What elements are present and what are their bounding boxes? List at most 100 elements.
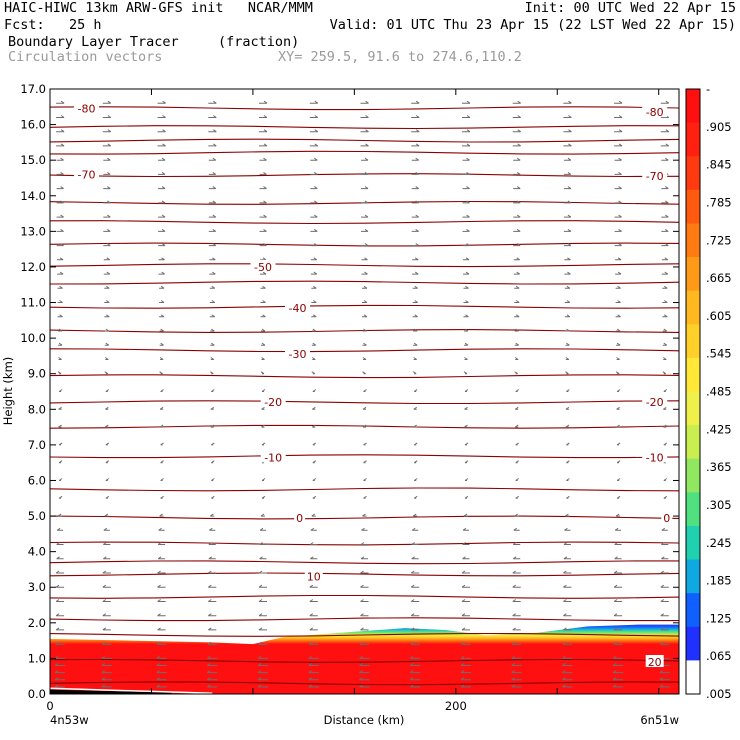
circulation-vector xyxy=(310,257,318,261)
y-tick-label: 9.0 xyxy=(28,367,46,381)
y-tick-label: 15.0 xyxy=(20,153,46,167)
y-axis-label: Height (km) xyxy=(1,357,15,426)
y-tick-label: 1.0 xyxy=(28,651,46,665)
circulation-vector xyxy=(158,257,165,261)
circulation-vector xyxy=(513,527,520,531)
circulation-vector xyxy=(361,171,369,175)
circulation-vector xyxy=(514,342,519,346)
circulation-vector xyxy=(514,424,519,428)
circulation-vector xyxy=(659,670,670,674)
circulation-vector xyxy=(613,570,623,574)
circulation-vector xyxy=(105,357,109,360)
circulation-vector xyxy=(105,478,110,481)
circulation-vector xyxy=(57,513,63,517)
circulation-vector xyxy=(513,186,521,190)
circulation-vector xyxy=(514,371,518,375)
circulation-vector xyxy=(562,655,573,659)
circulation-vector xyxy=(159,513,164,517)
circulation-vector xyxy=(208,186,217,190)
circulation-vector xyxy=(614,228,622,232)
circulation-vector xyxy=(158,200,166,204)
circulation-vector xyxy=(662,285,668,289)
circulation-vector xyxy=(565,406,570,410)
circulation-vector xyxy=(614,157,622,161)
circulation-vector xyxy=(58,424,62,428)
circulation-vector xyxy=(259,556,267,560)
circulation-vector xyxy=(461,641,471,645)
cross-section-coords: XY= 259.5, 91.6 to 274.6,110.2 xyxy=(278,49,522,65)
circulation-vector xyxy=(412,285,418,289)
circulation-vector xyxy=(411,527,419,531)
circulation-vector xyxy=(102,115,112,118)
circulation-vector xyxy=(157,627,166,631)
circulation-vector xyxy=(105,424,109,428)
circulation-vector xyxy=(563,613,572,617)
circulation-vector xyxy=(158,527,165,531)
circulation-vector xyxy=(157,143,166,147)
circulation-vector xyxy=(259,200,267,204)
circulation-vector xyxy=(57,271,64,275)
contour-label: -80 xyxy=(78,103,96,116)
circulation-vector xyxy=(564,271,571,275)
circulation-vector xyxy=(308,663,319,666)
circulation-vector xyxy=(309,627,318,631)
isotherm-line xyxy=(50,681,679,686)
circulation-vector xyxy=(660,641,670,645)
circulation-vector xyxy=(566,478,570,481)
circulation-vector xyxy=(563,200,572,204)
circulation-vector xyxy=(159,424,164,428)
colorbar-label: .665 xyxy=(706,271,732,285)
circulation-vector xyxy=(513,243,521,247)
circulation-vector xyxy=(460,655,471,659)
contour-label: -70 xyxy=(646,170,664,183)
circulation-vector xyxy=(563,542,571,545)
circulation-vector xyxy=(57,300,63,303)
chart-title: Boundary Layer Tracer xyxy=(8,34,179,50)
circulation-vector xyxy=(662,342,668,346)
circulation-vector xyxy=(55,627,65,631)
circulation-vector xyxy=(660,100,670,104)
circulation-vector xyxy=(363,478,367,481)
plot-frame xyxy=(49,88,680,695)
circulation-vector xyxy=(512,627,521,631)
circulation-vector xyxy=(663,478,668,481)
circulation-vector xyxy=(462,171,470,175)
circulation-vector xyxy=(260,300,266,303)
isotherm-line xyxy=(50,487,679,492)
circulation-vector xyxy=(411,556,419,560)
circulation-vector xyxy=(464,342,469,346)
contour-label-bg xyxy=(642,450,668,463)
circulation-vector xyxy=(615,371,620,375)
colorbar-swatch xyxy=(686,324,700,359)
circulation-vector xyxy=(411,243,419,247)
circulation-vector xyxy=(103,556,111,560)
circulation-vector xyxy=(412,314,418,318)
circulation-vector xyxy=(260,285,266,289)
circulation-vector xyxy=(257,655,268,659)
circulation-vector xyxy=(362,328,367,332)
y-tick-label: 14.0 xyxy=(20,189,46,203)
circulation-vector xyxy=(362,285,368,289)
circulation-vector xyxy=(57,257,64,261)
contour-label-bg xyxy=(74,101,99,114)
circulation-vector xyxy=(464,495,469,499)
circulation-vector xyxy=(259,527,266,531)
circulation-vector xyxy=(55,613,65,617)
circulation-vector xyxy=(566,389,570,392)
circulation-vector xyxy=(309,599,318,602)
contour-label-bg xyxy=(642,395,668,408)
circulation-vector xyxy=(361,257,368,261)
circulation-vector xyxy=(102,100,112,104)
circulation-vector xyxy=(257,663,268,666)
circulation-vector xyxy=(103,200,111,204)
contour-label-bg xyxy=(645,655,664,667)
circulation-vector xyxy=(361,157,369,161)
circulation-vector xyxy=(413,357,417,360)
circulation-vector xyxy=(56,542,64,545)
circulation-vector xyxy=(103,214,111,218)
circulation-vector xyxy=(464,328,469,332)
circulation-vector xyxy=(563,599,572,602)
circulation-vector xyxy=(361,200,369,204)
circulation-vector xyxy=(512,542,521,545)
colorbar-swatch xyxy=(686,559,700,594)
